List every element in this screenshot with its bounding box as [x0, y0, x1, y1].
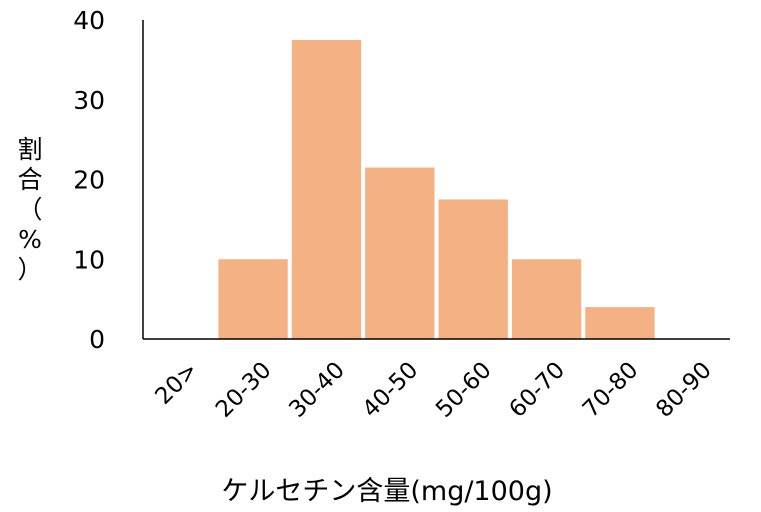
y-axis-label-char: %	[18, 225, 42, 254]
bar-60-70	[511, 259, 582, 339]
x-axis-ticks: 20> 20-30 30-40 40-50 50-60 60-70 70-80 80-90	[151, 357, 717, 423]
y-axis-label-char: 合	[17, 165, 42, 194]
x-tick-label: 40-50	[358, 357, 424, 423]
x-tick-label: 80-90	[651, 357, 717, 423]
y-axis-label: 割合（%）	[17, 135, 42, 284]
bar-50-60	[438, 199, 508, 339]
x-tick-label: 50-60	[431, 357, 497, 423]
bar-40-50	[365, 167, 435, 339]
y-tick-label: 0	[89, 325, 105, 354]
x-tick-label: 20-30	[211, 357, 277, 423]
y-axis-ticks: 0 10 20 30 40	[73, 6, 105, 354]
bar-70-80	[585, 307, 655, 339]
bar-20-30	[218, 259, 288, 339]
y-tick-label: 10	[73, 245, 105, 274]
y-axis-label-char: 割	[17, 135, 42, 164]
x-tick-label: 70-80	[578, 357, 644, 423]
y-tick-label: 30	[73, 86, 105, 115]
y-tick-label: 20	[73, 166, 105, 195]
bars	[218, 39, 655, 339]
x-tick-label: 30-40	[284, 357, 350, 423]
y-tick-label: 40	[73, 6, 105, 35]
x-tick-label: 20>	[151, 357, 204, 410]
bar-30-40	[291, 39, 362, 339]
y-axis-label-char: （	[17, 195, 42, 224]
y-axis-label-char: ）	[17, 255, 42, 284]
x-axis-label: ケルセチン含量(mg/100g)	[221, 476, 552, 507]
x-tick-label: 60-70	[504, 357, 570, 423]
